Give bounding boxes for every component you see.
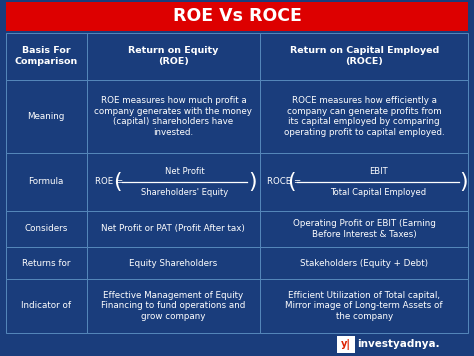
Text: Meaning: Meaning [27, 112, 65, 121]
Text: Shareholders' Equity: Shareholders' Equity [141, 188, 228, 197]
Text: ROE Vs ROCE: ROE Vs ROCE [173, 7, 301, 25]
Text: Net Profit: Net Profit [165, 167, 205, 176]
Text: Total Capital Employed: Total Capital Employed [330, 188, 426, 197]
Bar [6, 279, 87, 333]
Text: ROE =: ROE = [95, 177, 126, 186]
Bar [6, 247, 87, 279]
Text: Return on Capital Employed
(ROCE): Return on Capital Employed (ROCE) [290, 46, 439, 66]
Bar [87, 80, 260, 153]
Text: (: ( [288, 172, 296, 192]
Bar [260, 33, 468, 80]
Bar [6, 33, 87, 80]
Text: ): ) [248, 172, 257, 192]
Bar [6, 80, 87, 153]
Bar [87, 33, 260, 80]
Bar [260, 211, 468, 247]
Text: investyadnya.: investyadnya. [357, 339, 439, 350]
Bar [6, 2, 468, 31]
Bar [87, 247, 260, 279]
Bar [6, 153, 87, 211]
Bar [87, 279, 260, 333]
Text: Indicator of: Indicator of [21, 301, 71, 310]
Text: Net Profit or PAT (Profit After tax): Net Profit or PAT (Profit After tax) [101, 225, 246, 234]
Text: Equity Shareholders: Equity Shareholders [129, 258, 218, 267]
Text: Considers: Considers [25, 225, 68, 234]
Text: Basis For
Comparison: Basis For Comparison [15, 46, 78, 66]
Bar [337, 336, 355, 353]
Text: ROCE measures how efficiently a
company can generate profits from
its capital em: ROCE measures how efficiently a company … [284, 96, 445, 137]
Text: y|: y| [340, 339, 351, 350]
Text: Formula: Formula [28, 177, 64, 186]
Text: Return on Equity
(ROE): Return on Equity (ROE) [128, 46, 219, 66]
Text: Efficient Utilization of Total capital,
Mirror image of Long-term Assets of
the : Efficient Utilization of Total capital, … [285, 290, 443, 321]
Text: ROCE =: ROCE = [267, 177, 304, 186]
Text: EBIT: EBIT [369, 167, 387, 176]
Bar [260, 247, 468, 279]
Bar [260, 80, 468, 153]
Text: (: ( [113, 172, 121, 192]
Bar [260, 279, 468, 333]
Bar [87, 211, 260, 247]
Text: Returns for: Returns for [22, 258, 71, 267]
Bar [87, 153, 260, 211]
Text: Effective Management of Equity
Financing to fund operations and
grow company: Effective Management of Equity Financing… [101, 290, 246, 321]
Bar [260, 153, 468, 211]
Text: ROE measures how much profit a
company generates with the money
(capital) shareh: ROE measures how much profit a company g… [94, 96, 252, 137]
Bar [6, 211, 87, 247]
Text: Stakeholders (Equity + Debt): Stakeholders (Equity + Debt) [300, 258, 428, 267]
Text: ): ) [460, 172, 468, 192]
Text: Operating Profit or EBIT (Earning
Before Interest & Taxes): Operating Profit or EBIT (Earning Before… [293, 219, 436, 239]
